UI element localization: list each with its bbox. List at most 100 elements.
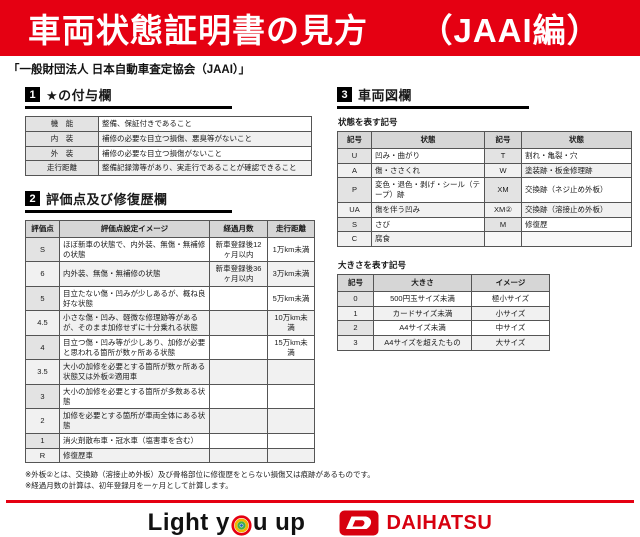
table-cell: 3 [25, 383, 60, 410]
column-header: 走行距離 [267, 220, 315, 238]
column-header: 状態 [521, 131, 632, 149]
table-cell: 大小の加修を必要とする箇所が多数ある状態 [59, 383, 210, 410]
table-cell: 中サイズ [471, 320, 550, 336]
table-cell: 腐食 [371, 231, 485, 247]
evaluation-score-table: 評価点 評価点設定イメージ 経過月数 走行距離 S ほぼ新車の状態で、内外装、無傷… [25, 220, 315, 464]
table-cell: 新車登録後36ヶ月以内 [209, 261, 268, 287]
table-cell: 1 [337, 305, 374, 322]
table-cell: 3.5 [25, 359, 60, 385]
size-symbols-label: 大きさを表す記号 [338, 260, 407, 270]
table-cell: S [337, 216, 372, 233]
table-cell: UA [337, 201, 372, 218]
table-row: S ほぼ新車の状態で、内外装、無傷・無補修の状態 新車登録後12ヶ月以内 1万km未満 [25, 236, 315, 263]
table-cell: W [484, 162, 522, 179]
table-cell: 5 [25, 285, 60, 312]
table-cell: 小さな傷・凹み、軽微な修理跡等があるが、そのまま加修せずに十分乗れる状態 [59, 310, 210, 336]
table-cell: 4.5 [25, 310, 60, 336]
table-row: U 凹み・曲がり T 割れ・亀裂・穴 [337, 147, 632, 164]
column-header: 状態 [371, 131, 485, 149]
table-cell [209, 383, 268, 410]
red-divider [6, 500, 634, 503]
table-cell [209, 432, 268, 449]
table-row: S さび M 修復歴 [337, 216, 632, 233]
section3-number-badge: 3 [337, 87, 352, 102]
table-row: 4 目立つ傷・凹み等が少しあり、加修が必要と思われる箇所が数ヶ所ある状態 15万km… [25, 334, 315, 361]
table-cell [267, 359, 315, 385]
table-cell: 変色・退色・剥げ・シール（テープ）跡 [371, 177, 485, 203]
section1-number-badge: 1 [25, 87, 40, 102]
table-row: 6 内外装、無傷・無補修の状態 新車登録後36ヶ月以内 3万km未満 [25, 261, 315, 287]
table-cell: U [337, 147, 372, 164]
table-cell: 消火剤散布車・冠水車（塩害車を含む） [59, 432, 210, 449]
table-cell: 外 装 [25, 145, 99, 162]
table-row: C 腐食 [337, 231, 632, 247]
table-cell: S [25, 236, 60, 263]
table-cell [209, 285, 268, 312]
table-cell: 15万km未満 [267, 334, 315, 361]
size-symbols-table: 記号 大きさ イメージ 0 500円玉サイズ未満 極小サイズ 1 カードサイズ未満 小サイ… [337, 274, 550, 351]
column-header: 経過月数 [209, 220, 268, 238]
column-header: 記号 [484, 131, 522, 149]
table-cell [484, 231, 522, 247]
table-cell [209, 408, 268, 434]
table-cell: 走行距離 [25, 160, 99, 176]
section3-title: 車両図欄 [358, 88, 413, 103]
table-cell [267, 432, 315, 449]
condition-symbols-label: 状態を表す記号 [338, 117, 398, 127]
table-row: UA 傷を伴う凹み XM② 交換跡（溶接止め外板） [337, 201, 632, 218]
section2-title: 評価点及び修復歴欄 [46, 192, 168, 207]
target-rings-icon [231, 514, 252, 536]
footer-logos: Light y u up DAIHATSU [0, 509, 640, 537]
table-cell: 1 [25, 432, 60, 449]
organization-subtitle: 「一般財団法人 日本自動車査定協会（JAAI）」 [8, 64, 251, 76]
table-cell: C [337, 231, 372, 247]
column-header: イメージ [471, 274, 550, 292]
right-column: 3 車両図欄 状態を表す記号 記号 状態 記号 状態 U 凹み・曲がり T 割れ・亀裂… [337, 81, 632, 463]
column-header: 評価点設定イメージ [59, 220, 210, 238]
table-row: 機 能整備、保証付きであること [25, 116, 312, 132]
table-row: 3 A4サイズを超えたもの 大サイズ [337, 335, 550, 351]
table-row: 外 装補修の必要な目立つ損傷がないこと [25, 145, 312, 162]
table-cell: 4 [25, 334, 60, 361]
table-cell: ほぼ新車の状態で、内外装、無傷・無補修の状態 [59, 236, 210, 263]
table-row: 4.5 小さな傷・凹み、軽微な修理跡等があるが、そのまま加修せずに十分乗れる状態 1… [25, 310, 315, 336]
table-cell: 加修を必要とする箇所が車両全体にある状態 [59, 408, 210, 434]
table-cell: 整備、保証付きであること [98, 116, 312, 132]
table-cell: 大サイズ [471, 335, 550, 351]
column-header: 評価点 [25, 220, 60, 238]
table-row: R 修復歴車 [25, 447, 315, 464]
table-cell: XM [484, 177, 522, 203]
table-cell: 補修の必要な目立つ損傷がないこと [98, 145, 312, 162]
table-cell: 新車登録後12ヶ月以内 [209, 236, 268, 263]
footnote-line: ※経過月数の計算は、初年登録月を一ヶ月として計算します。 [25, 481, 233, 491]
table-cell: 大小の加修を必要とする箇所が数ヶ所ある状態又は外板②適用車 [59, 359, 210, 385]
table-cell: M [484, 216, 522, 233]
footnotes: ※外板②とは、交換跡（溶接止め外板）及び骨格部位に修復歴をとらない損傷又は痕跡が… [25, 470, 640, 492]
table-row: 走行距離 整備記録簿等があり、実走行であることが確認できること [25, 160, 312, 176]
table-cell: 3万km未満 [267, 261, 315, 287]
table-cell: 2 [337, 320, 374, 336]
table-cell: 交換跡（ネジ止め外板） [521, 177, 632, 203]
table-cell [267, 408, 315, 434]
table-header-row: 記号 大きさ イメージ [337, 274, 550, 292]
table-cell [209, 310, 268, 336]
section3-header: 3 車両図欄 [337, 85, 529, 109]
table-cell: 1万km未満 [267, 236, 315, 263]
table-cell: A4サイズ未満 [373, 320, 472, 336]
table-cell: A4サイズを超えたもの [373, 335, 472, 351]
slogan-text-right: u up [252, 509, 306, 536]
table-cell: 6 [25, 261, 60, 287]
section2-header: 2 評価点及び修復歴欄 [25, 189, 232, 213]
star-criteria-table: 機 能整備、保証付きであること内 装補修の必要な目立つ損傷、悪臭等がないこと外 … [25, 116, 312, 176]
table-header-row: 評価点 評価点設定イメージ 経過月数 走行距離 [25, 220, 315, 238]
title-bar: 車両状態証明書の見方 （JAAI編） [0, 0, 640, 56]
table-cell: 傷を伴う凹み [371, 201, 485, 218]
table-cell: 極小サイズ [471, 290, 550, 307]
table-cell: 目立たない傷・凹みが少しあるが、概ね良好な状態 [59, 285, 210, 312]
section2-number-badge: 2 [25, 191, 40, 206]
table-row: A 傷・ささくれ W 塗装跡・板金修理跡 [337, 162, 632, 179]
section1-header: 1 ★の付与欄 [25, 85, 232, 109]
daihatsu-wordmark: DAIHATSU [386, 511, 493, 534]
footnote-line: ※外板②とは、交換跡（溶接止め外板）及び骨格部位に修復歴をとらない損傷又は痕跡が… [25, 470, 375, 480]
table-cell [521, 231, 632, 247]
